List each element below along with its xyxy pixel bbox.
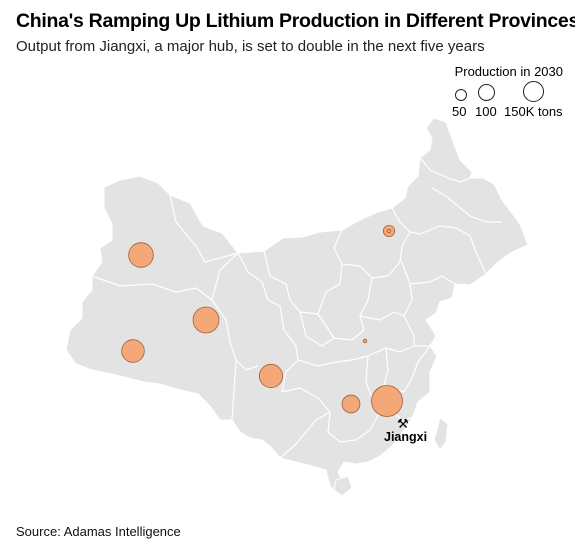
production-bubble (128, 242, 154, 268)
province-border (401, 231, 411, 247)
production-bubble (362, 338, 368, 344)
province-border (279, 411, 331, 459)
province-borders (91, 157, 502, 479)
islands (333, 417, 449, 497)
source-note: Source: Adamas Intelligence (16, 524, 181, 539)
province-border (341, 245, 403, 279)
legend-circle-small (455, 89, 467, 101)
province-border (91, 275, 213, 301)
province-border (419, 157, 471, 183)
province-border (295, 461, 327, 479)
production-bubbles (121, 224, 403, 417)
province-border (391, 207, 487, 275)
legend-label-150k: 150K tons (504, 104, 563, 119)
bubble-jiangxi (371, 385, 403, 417)
province-border (409, 275, 456, 285)
province-border (231, 359, 237, 421)
province-border (237, 252, 281, 307)
pickaxe-hammer-icon: ⚒ (397, 416, 409, 431)
province-border (211, 299, 259, 371)
chart-subtitle: Output from Jiangxi, a major hub, is set… (16, 38, 485, 55)
taiwan-shape (433, 417, 449, 451)
legend-title: Production in 2030 (454, 64, 563, 79)
chart-title: China's Ramping Up Lithium Production in… (16, 10, 575, 32)
china-land-shape (65, 117, 529, 495)
production-bubble (341, 394, 361, 414)
province-border (169, 194, 239, 263)
legend-circle-medium (478, 84, 495, 101)
province-border (403, 315, 415, 346)
legend-circle-large (523, 81, 544, 102)
province-border (281, 355, 379, 443)
production-bubble (386, 228, 392, 234)
province-border (211, 252, 239, 301)
legend-label-100: 100 (475, 104, 497, 119)
province-border (317, 229, 343, 315)
province-border (263, 250, 319, 315)
production-bubble (121, 339, 145, 363)
hub-label-jiangxi: Jiangxi (384, 430, 428, 444)
land-mass (65, 117, 529, 495)
production-bubble (258, 363, 284, 389)
province-border (299, 311, 335, 347)
province-border (279, 305, 299, 393)
production-bubble (192, 306, 220, 334)
legend-label-50: 50 (452, 104, 467, 119)
province-border (431, 187, 502, 223)
hainan-shape (333, 475, 353, 497)
